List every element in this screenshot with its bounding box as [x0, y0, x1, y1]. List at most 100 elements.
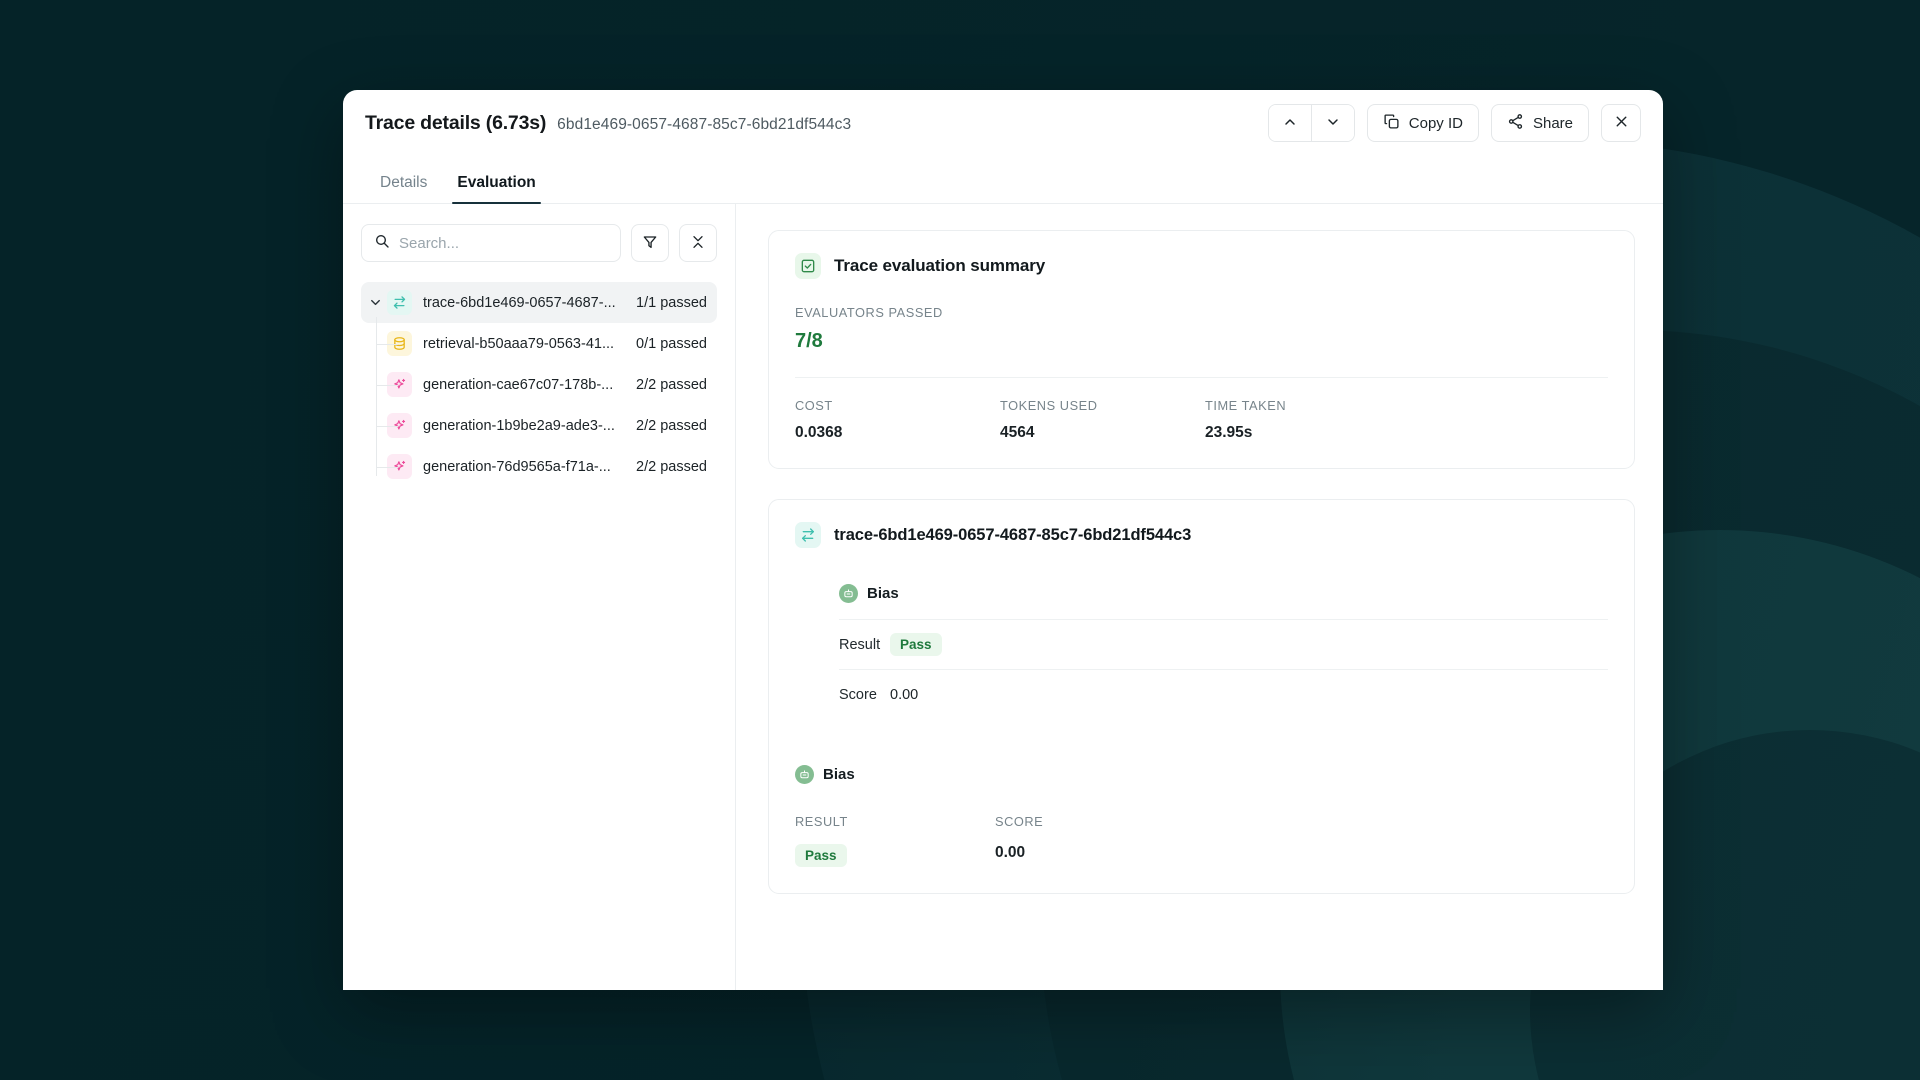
summary-stats: COST 0.0368 TOKENS USED 4564 TIME TAKEN …	[795, 398, 1608, 442]
column-header-score: SCORE	[995, 814, 1044, 829]
segmented-divider	[1310, 105, 1312, 141]
share-button[interactable]: Share	[1490, 104, 1589, 142]
stat-cost: COST 0.0368	[795, 398, 1000, 442]
status-badge: Pass	[795, 844, 847, 867]
share-icon	[1507, 113, 1524, 134]
tree-row-trace[interactable]: trace-6bd1e469-0657-4687-... 1/1 passed	[361, 282, 717, 323]
stat-time-taken: TIME TAKEN 23.95s	[1205, 398, 1410, 442]
tree-row-retrieval[interactable]: retrieval-b50aaa79-0563-41... 0/1 passed	[361, 323, 717, 364]
summary-card-title: Trace evaluation summary	[834, 256, 1046, 275]
tree-row-generation-3[interactable]: generation-76d9565a-f71a-... 2/2 passed	[361, 446, 717, 487]
evaluator-block-top: Bias Result Pass Score 0.00	[795, 584, 1608, 719]
evaluator-block-bottom: Bias RESULT SCORE Pass 0.00	[795, 765, 1608, 867]
header-actions: Copy ID Share	[1267, 104, 1641, 142]
trace-card-header: trace-6bd1e469-0657-4687-85c7-6bd21df544…	[795, 522, 1608, 548]
previous-trace-button[interactable]	[1268, 105, 1311, 141]
tree-row-label: retrieval-b50aaa79-0563-41...	[423, 335, 615, 352]
tree-row-generation-1[interactable]: generation-cae67c07-178b-... 2/2 passed	[361, 364, 717, 405]
panel-header: Trace details (6.73s) 6bd1e469-0657-4687…	[343, 90, 1663, 156]
tree-row-label: trace-6bd1e469-0657-4687-...	[423, 294, 616, 311]
evaluator-table-header: RESULT SCORE	[795, 814, 1608, 829]
row-key: Result	[839, 636, 881, 653]
database-icon	[387, 331, 412, 356]
row-key: Score	[839, 686, 877, 703]
panel-tabs: Details Evaluation	[343, 156, 1663, 204]
evaluator-name: Bias	[823, 766, 855, 783]
bot-icon	[795, 765, 814, 784]
tree-row-generation-2[interactable]: generation-1b9be2a9-ade3-... 2/2 passed	[361, 405, 717, 446]
trace-details-panel: Trace details (6.73s) 6bd1e469-0657-4687…	[343, 90, 1663, 990]
stat-label: COST	[795, 398, 833, 413]
tree-row-label: generation-1b9be2a9-ade3-...	[423, 417, 615, 434]
column-header-result: RESULT	[795, 814, 848, 829]
checkbox-checked-icon	[795, 253, 821, 279]
filter-button[interactable]	[631, 224, 669, 262]
stat-label: TOKENS USED	[1000, 398, 1098, 413]
evaluator-table-row: Pass 0.00	[795, 844, 1608, 867]
chevron-down-icon	[1325, 114, 1341, 133]
evaluator-detail-table: Result Pass Score 0.00	[839, 619, 1608, 719]
sparkle-icon	[387, 372, 412, 397]
row-value: 0.00	[890, 686, 919, 703]
swap-arrows-icon	[387, 290, 412, 315]
copy-id-label: Copy ID	[1408, 114, 1463, 132]
stat-value: 4564	[1000, 424, 1035, 441]
trace-evaluation-summary-card: Trace evaluation summary EVALUATORS PASS…	[768, 230, 1635, 469]
trace-card-title: trace-6bd1e469-0657-4687-85c7-6bd21df544…	[834, 525, 1192, 544]
tab-details[interactable]: Details	[365, 174, 442, 203]
copy-id-button[interactable]: Copy ID	[1366, 104, 1479, 142]
sparkle-icon	[387, 454, 412, 479]
stat-value: 23.95s	[1205, 424, 1253, 441]
stat-tokens-used: TOKENS USED 4564	[1000, 398, 1205, 442]
evaluator-header: Bias	[795, 765, 1608, 784]
chevron-up-icon	[1282, 114, 1298, 133]
share-label: Share	[1532, 114, 1573, 132]
score-cell: 0.00	[995, 844, 1026, 861]
search-input[interactable]	[399, 234, 608, 252]
tree-row-count: 2/2 passed	[636, 417, 707, 434]
stat-value: 0.0368	[795, 424, 843, 441]
copy-icon	[1383, 113, 1400, 134]
title-group: Trace details (6.73s) 6bd1e469-0657-4687…	[365, 112, 851, 135]
span-tree-sidebar: trace-6bd1e469-0657-4687-... 1/1 passed …	[343, 204, 736, 990]
tree-children: retrieval-b50aaa79-0563-41... 0/1 passed…	[361, 317, 717, 487]
sidebar-toolbar	[361, 224, 717, 262]
close-button[interactable]	[1601, 104, 1641, 142]
tree-row-label: generation-76d9565a-f71a-...	[423, 458, 611, 475]
table-row: Score 0.00	[839, 669, 1608, 719]
tree-row-count: 2/2 passed	[636, 458, 707, 475]
prev-next-segmented-control	[1267, 104, 1355, 142]
next-trace-button[interactable]	[1311, 105, 1354, 141]
stat-label: TIME TAKEN	[1205, 398, 1287, 413]
evaluation-content: Trace evaluation summary EVALUATORS PASS…	[736, 204, 1663, 990]
tree-row-count: 2/2 passed	[636, 376, 707, 393]
collapse-all-button[interactable]	[679, 224, 717, 262]
page-title: Trace details (6.73s)	[365, 111, 547, 134]
tab-evaluation[interactable]: Evaluation	[442, 174, 550, 204]
sparkle-icon	[387, 413, 412, 438]
bot-icon	[839, 584, 858, 603]
table-row: Result Pass	[839, 619, 1608, 669]
collapse-all-icon	[690, 234, 706, 253]
divider	[795, 377, 1608, 378]
evaluator-header: Bias	[839, 584, 1608, 603]
evaluators-passed-label: EVALUATORS PASSED	[795, 305, 943, 320]
close-icon	[1613, 113, 1630, 134]
tree-row-label: generation-cae67c07-178b-...	[423, 376, 614, 393]
chevron-down-icon[interactable]	[363, 295, 387, 310]
panel-body: trace-6bd1e469-0657-4687-... 1/1 passed …	[343, 204, 1663, 990]
status-badge: Pass	[890, 633, 942, 656]
trace-evaluators-card: trace-6bd1e469-0657-4687-85c7-6bd21df544…	[768, 499, 1635, 894]
span-tree: trace-6bd1e469-0657-4687-... 1/1 passed …	[361, 282, 717, 487]
evaluators-passed-value: 7/8	[795, 330, 823, 352]
search-box[interactable]	[361, 224, 621, 262]
tree-row-count: 1/1 passed	[636, 294, 707, 311]
trace-id-text: 6bd1e469-0657-4687-85c7-6bd21df544c3	[557, 115, 852, 133]
summary-card-header: Trace evaluation summary	[795, 253, 1608, 279]
result-cell: Pass	[795, 844, 995, 867]
filter-icon	[642, 234, 658, 253]
search-icon	[374, 233, 390, 254]
evaluator-name: Bias	[867, 585, 899, 602]
swap-arrows-icon	[795, 522, 821, 548]
tree-row-count: 0/1 passed	[636, 335, 707, 352]
